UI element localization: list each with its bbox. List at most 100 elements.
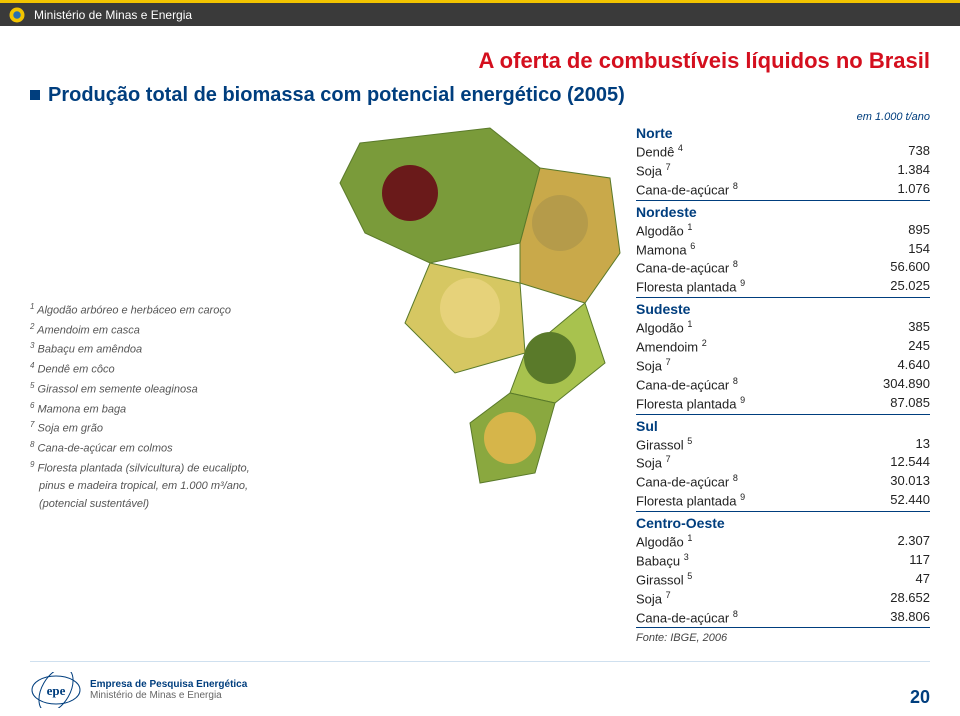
row-value: 1.384 [860, 161, 930, 180]
data-row: Cana-de-açúcar 8 30.013 [636, 472, 930, 491]
region-nordeste: Nordeste Algodão 1895Mamona 6154Cana-de-… [636, 204, 930, 299]
epe-text: Empresa de Pesquisa Energética Ministéri… [90, 679, 247, 701]
region-norte: Norte Dendê 4 738 Soja 7 1.384 Cana-de-açúca… [636, 125, 930, 201]
main-title: A oferta de combustíveis líquidos no Bra… [30, 48, 930, 74]
data-row: Cana-de-açúcar 8 304.890 [636, 375, 930, 394]
row-label: Cana-de-açúcar 8 [636, 180, 738, 199]
row-value: 38.806 [860, 608, 930, 627]
map-column [330, 111, 630, 644]
bullet-icon [30, 90, 40, 100]
row-label: Cana-de-açúcar 8 [636, 472, 738, 491]
data-row: Girassol 5 13 [636, 435, 930, 454]
row-value: 52.440 [860, 491, 930, 510]
footnote-8-text: Cana-de-açúcar em colmos [38, 443, 173, 455]
data-row: Soja 7 28.652 [636, 589, 930, 608]
row-value: 12.544 [860, 453, 930, 472]
data-row: Soja 7 1.384 [636, 161, 930, 180]
row-label: Amendoim 2 [636, 337, 707, 356]
row-label: Mamona 6 [636, 240, 695, 259]
region-norte-header: Norte [636, 125, 930, 142]
region-centrooeste-header: Centro-Oeste [636, 515, 930, 532]
row-value: 304.890 [860, 375, 930, 394]
row-label: Algodão 1 [636, 221, 692, 240]
data-row: Girassol 5 47 [636, 570, 930, 589]
row-value: 56.600 [860, 258, 930, 277]
slide-page: A oferta de combustíveis líquidos no Bra… [0, 26, 960, 716]
footnote-7: 7 Soja em grão [30, 419, 330, 438]
row-value: 13 [860, 435, 930, 454]
footnote-9-text: Floresta plantada (silvicultura) de euca… [38, 462, 250, 474]
footer-divider [30, 661, 930, 662]
row-value: 385 [860, 318, 930, 337]
row-value: 2.307 [860, 532, 930, 551]
divider [636, 297, 930, 298]
ministry-header: Ministério de Minas e Energia [0, 0, 960, 26]
footnote-3: 3 Babaçu em amêndoa [30, 340, 330, 359]
row-value: 47 [860, 570, 930, 589]
row-value: 117 [860, 551, 930, 570]
row-label: Algodão 1 [636, 532, 692, 551]
region-sul-header: Sul [636, 418, 930, 435]
footnote-8: 8 Cana-de-açúcar em colmos [30, 439, 330, 458]
data-row: Soja 7 12.544 [636, 453, 930, 472]
footnote-3-text: Babaçu em amêndoa [38, 344, 143, 356]
row-label: Floresta plantada 9 [636, 277, 745, 296]
divider [636, 200, 930, 201]
data-row: Amendoim 2 245 [636, 337, 930, 356]
row-label: Soja 7 [636, 589, 671, 608]
row-value: 4.640 [860, 356, 930, 375]
row-value: 154 [860, 240, 930, 259]
footer: epe Empresa de Pesquisa Energética Minis… [0, 672, 960, 708]
row-label: Girassol 5 [636, 570, 692, 589]
row-value: 28.652 [860, 589, 930, 608]
brazil-map [310, 83, 640, 513]
row-label: Babaçu 3 [636, 551, 689, 570]
footnote-5: 5 Girassol em semente oleaginosa [30, 380, 330, 399]
region-sudeste-header: Sudeste [636, 301, 930, 318]
data-row: Algodão 1895 [636, 221, 930, 240]
row-value: 30.013 [860, 472, 930, 491]
data-row: Floresta plantada 9 25.025 [636, 277, 930, 296]
footnote-9c: (potencial sustentável) [30, 496, 330, 513]
region-sudeste: Sudeste Algodão 1385Amendoim 2 245Soja 74… [636, 301, 930, 414]
divider [636, 414, 930, 415]
coat-of-arms-icon [8, 6, 26, 24]
row-value: 738 [860, 142, 930, 161]
row-value: 25.025 [860, 277, 930, 296]
region-sul: Sul Girassol 513Soja 712.544Cana-de-açúc… [636, 418, 930, 513]
footnotes-column: 1 Algodão arbóreo e herbáceo em caroço 2… [30, 111, 330, 644]
row-value: 245 [860, 337, 930, 356]
data-row: Algodão 1385 [636, 318, 930, 337]
row-label: Soja 7 [636, 161, 671, 180]
data-row: Floresta plantada 952.440 [636, 491, 930, 510]
unit-label: em 1.000 t/ano [636, 111, 930, 123]
footnote-2: 2 Amendoim em casca [30, 321, 330, 340]
row-label: Girassol 5 [636, 435, 692, 454]
region-nordeste-header: Nordeste [636, 204, 930, 221]
footnote-4-text: Dendê em côco [38, 364, 115, 376]
row-label: Soja 7 [636, 453, 671, 472]
epe-line1: Empresa de Pesquisa Energética [90, 679, 247, 690]
footnote-5-text: Girassol em semente oleaginosa [38, 383, 198, 395]
epe-logo-icon: epe [30, 672, 82, 708]
row-label: Floresta plantada 9 [636, 394, 745, 413]
footnote-9b: pinus e madeira tropical, em 1.000 m³/an… [30, 478, 330, 495]
divider [636, 627, 930, 628]
footnote-9: 9 Floresta plantada (silvicultura) de eu… [30, 459, 330, 478]
epe-logo: epe Empresa de Pesquisa Energética Minis… [30, 672, 247, 708]
row-label: Cana-de-açúcar 8 [636, 375, 738, 394]
data-row: Cana-de-açúcar 8 56.600 [636, 258, 930, 277]
row-value: 87.085 [860, 394, 930, 413]
footnote-6-text: Mamona em baga [38, 403, 127, 415]
ministry-name: Ministério de Minas e Energia [34, 8, 192, 22]
data-row: Floresta plantada 9 87.085 [636, 394, 930, 413]
region-centrooeste: Centro-Oeste Algodão 12.307Babaçu 3117Gi… [636, 515, 930, 628]
source-label: Fonte: IBGE, 2006 [636, 632, 930, 644]
row-label: Cana-de-açúcar 8 [636, 258, 738, 277]
content-area: 1 Algodão arbóreo e herbáceo em caroço 2… [30, 111, 930, 644]
data-row: Mamona 6 154 [636, 240, 930, 259]
data-row: Soja 74.640 [636, 356, 930, 375]
data-row: Cana-de-açúcar 838.806 [636, 608, 930, 627]
data-row: Babaçu 3 117 [636, 551, 930, 570]
row-label: Dendê 4 [636, 142, 683, 161]
